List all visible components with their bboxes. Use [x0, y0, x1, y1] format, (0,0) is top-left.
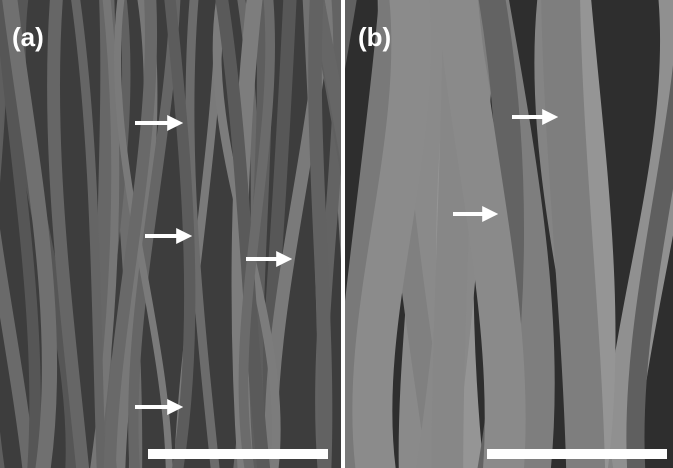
panel-label: (b)	[358, 22, 391, 52]
scale-bar	[148, 449, 328, 459]
fiber	[560, 0, 585, 468]
scale-bar	[487, 449, 667, 459]
panel-label: (a)	[12, 22, 44, 52]
figure: (a) (b)	[0, 0, 673, 468]
page: {"panels": [{"label": "(a)"}, {"label": …	[0, 0, 673, 468]
panel-b	[298, 0, 673, 468]
